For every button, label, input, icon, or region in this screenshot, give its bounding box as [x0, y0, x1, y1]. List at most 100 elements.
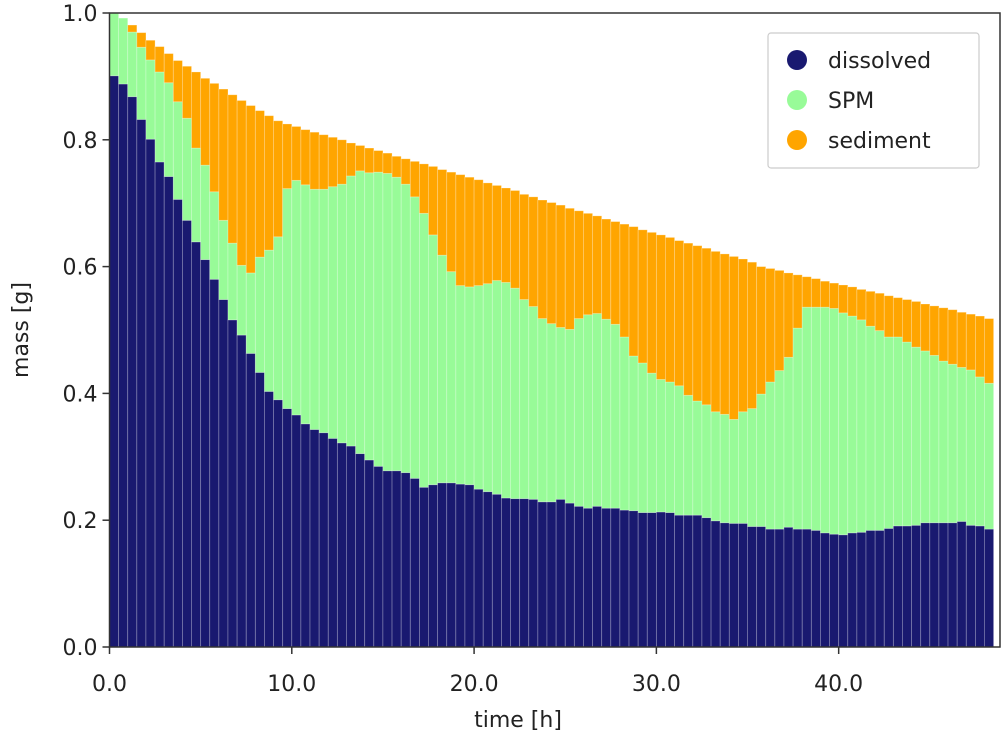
bar-dissolved	[965, 524, 976, 648]
bar-dissolved	[728, 522, 739, 648]
bar-sediment	[510, 190, 521, 289]
bar-sediment	[209, 82, 220, 193]
bar-dissolved	[318, 432, 329, 648]
y-tick-label: 0.6	[63, 256, 98, 281]
bar-sediment	[683, 242, 694, 396]
bar-dissolved	[892, 525, 903, 648]
bar-sediment	[437, 169, 448, 256]
bar-spm	[564, 328, 575, 504]
x-axis: 0.0 10.0 20.0 30.0 40.0	[92, 647, 863, 697]
bar-spm	[865, 325, 876, 531]
bar-dissolved	[537, 501, 548, 648]
bar-sediment	[182, 65, 192, 119]
bar-dissolved	[710, 520, 721, 648]
bar-spm	[418, 212, 429, 488]
bar-spm	[719, 413, 730, 524]
bar-spm	[309, 188, 320, 430]
bar-spm	[619, 336, 630, 511]
bar-spm	[965, 369, 976, 526]
bar-dissolved	[519, 498, 530, 648]
bar-spm	[172, 101, 183, 200]
bar-dissolved	[920, 522, 931, 648]
bar-spm	[783, 356, 794, 528]
bar-spm	[655, 379, 666, 513]
bar-spm	[573, 318, 584, 507]
bar-dissolved	[264, 391, 274, 648]
bar-spm	[382, 173, 393, 472]
bar-dissolved	[820, 532, 830, 648]
bar-sediment	[218, 88, 229, 221]
bar-spm	[555, 327, 566, 500]
bar-sediment	[628, 226, 639, 357]
bar-dissolved	[646, 512, 657, 648]
bar-dissolved	[437, 482, 448, 648]
bar-sediment	[200, 77, 211, 166]
bar-spm	[810, 306, 821, 531]
bar-dissolved	[601, 507, 612, 648]
bar-spm	[646, 372, 657, 513]
bar-spm	[391, 176, 402, 472]
bar-spm	[519, 299, 530, 500]
bar-spm	[501, 282, 511, 499]
bar-dissolved	[172, 198, 183, 648]
bar-spm	[118, 17, 129, 85]
bar-spm	[956, 367, 967, 522]
bar-spm	[874, 330, 885, 531]
bar-dissolved	[300, 423, 311, 648]
bar-sediment	[191, 71, 202, 149]
x-tick-label: 20.0	[450, 672, 499, 697]
bar-dissolved	[810, 529, 821, 648]
y-tick-label: 1.0	[63, 2, 98, 27]
bar-sediment	[710, 250, 721, 413]
bar-dissolved	[418, 486, 429, 648]
bar-sediment	[400, 158, 411, 185]
x-tick-label: 30.0	[632, 672, 681, 697]
bar-dissolved	[200, 259, 211, 648]
bar-dissolved	[692, 514, 703, 648]
bar-dissolved	[738, 522, 748, 648]
bar-dissolved	[792, 528, 803, 648]
bar-dissolved	[719, 522, 730, 648]
bar-sediment	[254, 110, 265, 258]
bar-spm	[774, 370, 785, 530]
bar-dissolved	[127, 96, 138, 648]
bar-sediment	[646, 231, 657, 374]
bar-spm	[601, 318, 612, 509]
bar-spm	[227, 242, 238, 321]
bar-dissolved	[273, 399, 284, 648]
bar-sediment	[346, 142, 356, 177]
bar-spm	[792, 327, 803, 530]
bar-spm	[747, 408, 758, 527]
bar-sediment	[965, 313, 976, 371]
bar-sediment	[902, 299, 912, 343]
bar-dissolved	[628, 510, 639, 648]
bar-sediment	[756, 266, 767, 395]
bar-dissolved	[838, 534, 849, 648]
bar-sediment	[956, 311, 967, 368]
bar-sediment	[601, 218, 612, 320]
bar-dissolved	[564, 502, 575, 648]
bar-spm	[610, 323, 621, 509]
y-tick-label: 0.4	[63, 382, 98, 407]
bar-dissolved	[619, 509, 630, 648]
bar-spm	[300, 184, 311, 425]
bar-sediment	[583, 212, 593, 316]
bar-dissolved	[373, 465, 384, 648]
bar-spm	[911, 346, 922, 526]
bar-sediment	[820, 280, 830, 308]
bar-dissolved	[355, 453, 366, 648]
bar-sediment	[984, 318, 995, 384]
bar-dissolved	[829, 533, 840, 648]
bar-spm	[291, 179, 302, 416]
bar-spm	[692, 400, 703, 516]
bar-spm	[455, 285, 466, 485]
bar-sediment	[728, 256, 739, 420]
bar-dissolved	[309, 429, 320, 648]
bar-sediment	[546, 202, 557, 325]
y-axis: 0.0 0.2 0.4 0.6 0.8 1.0	[63, 2, 110, 661]
bar-sediment	[810, 278, 821, 308]
bar-spm	[282, 188, 293, 410]
bar-dissolved	[191, 241, 202, 648]
bars-layer	[109, 12, 995, 648]
